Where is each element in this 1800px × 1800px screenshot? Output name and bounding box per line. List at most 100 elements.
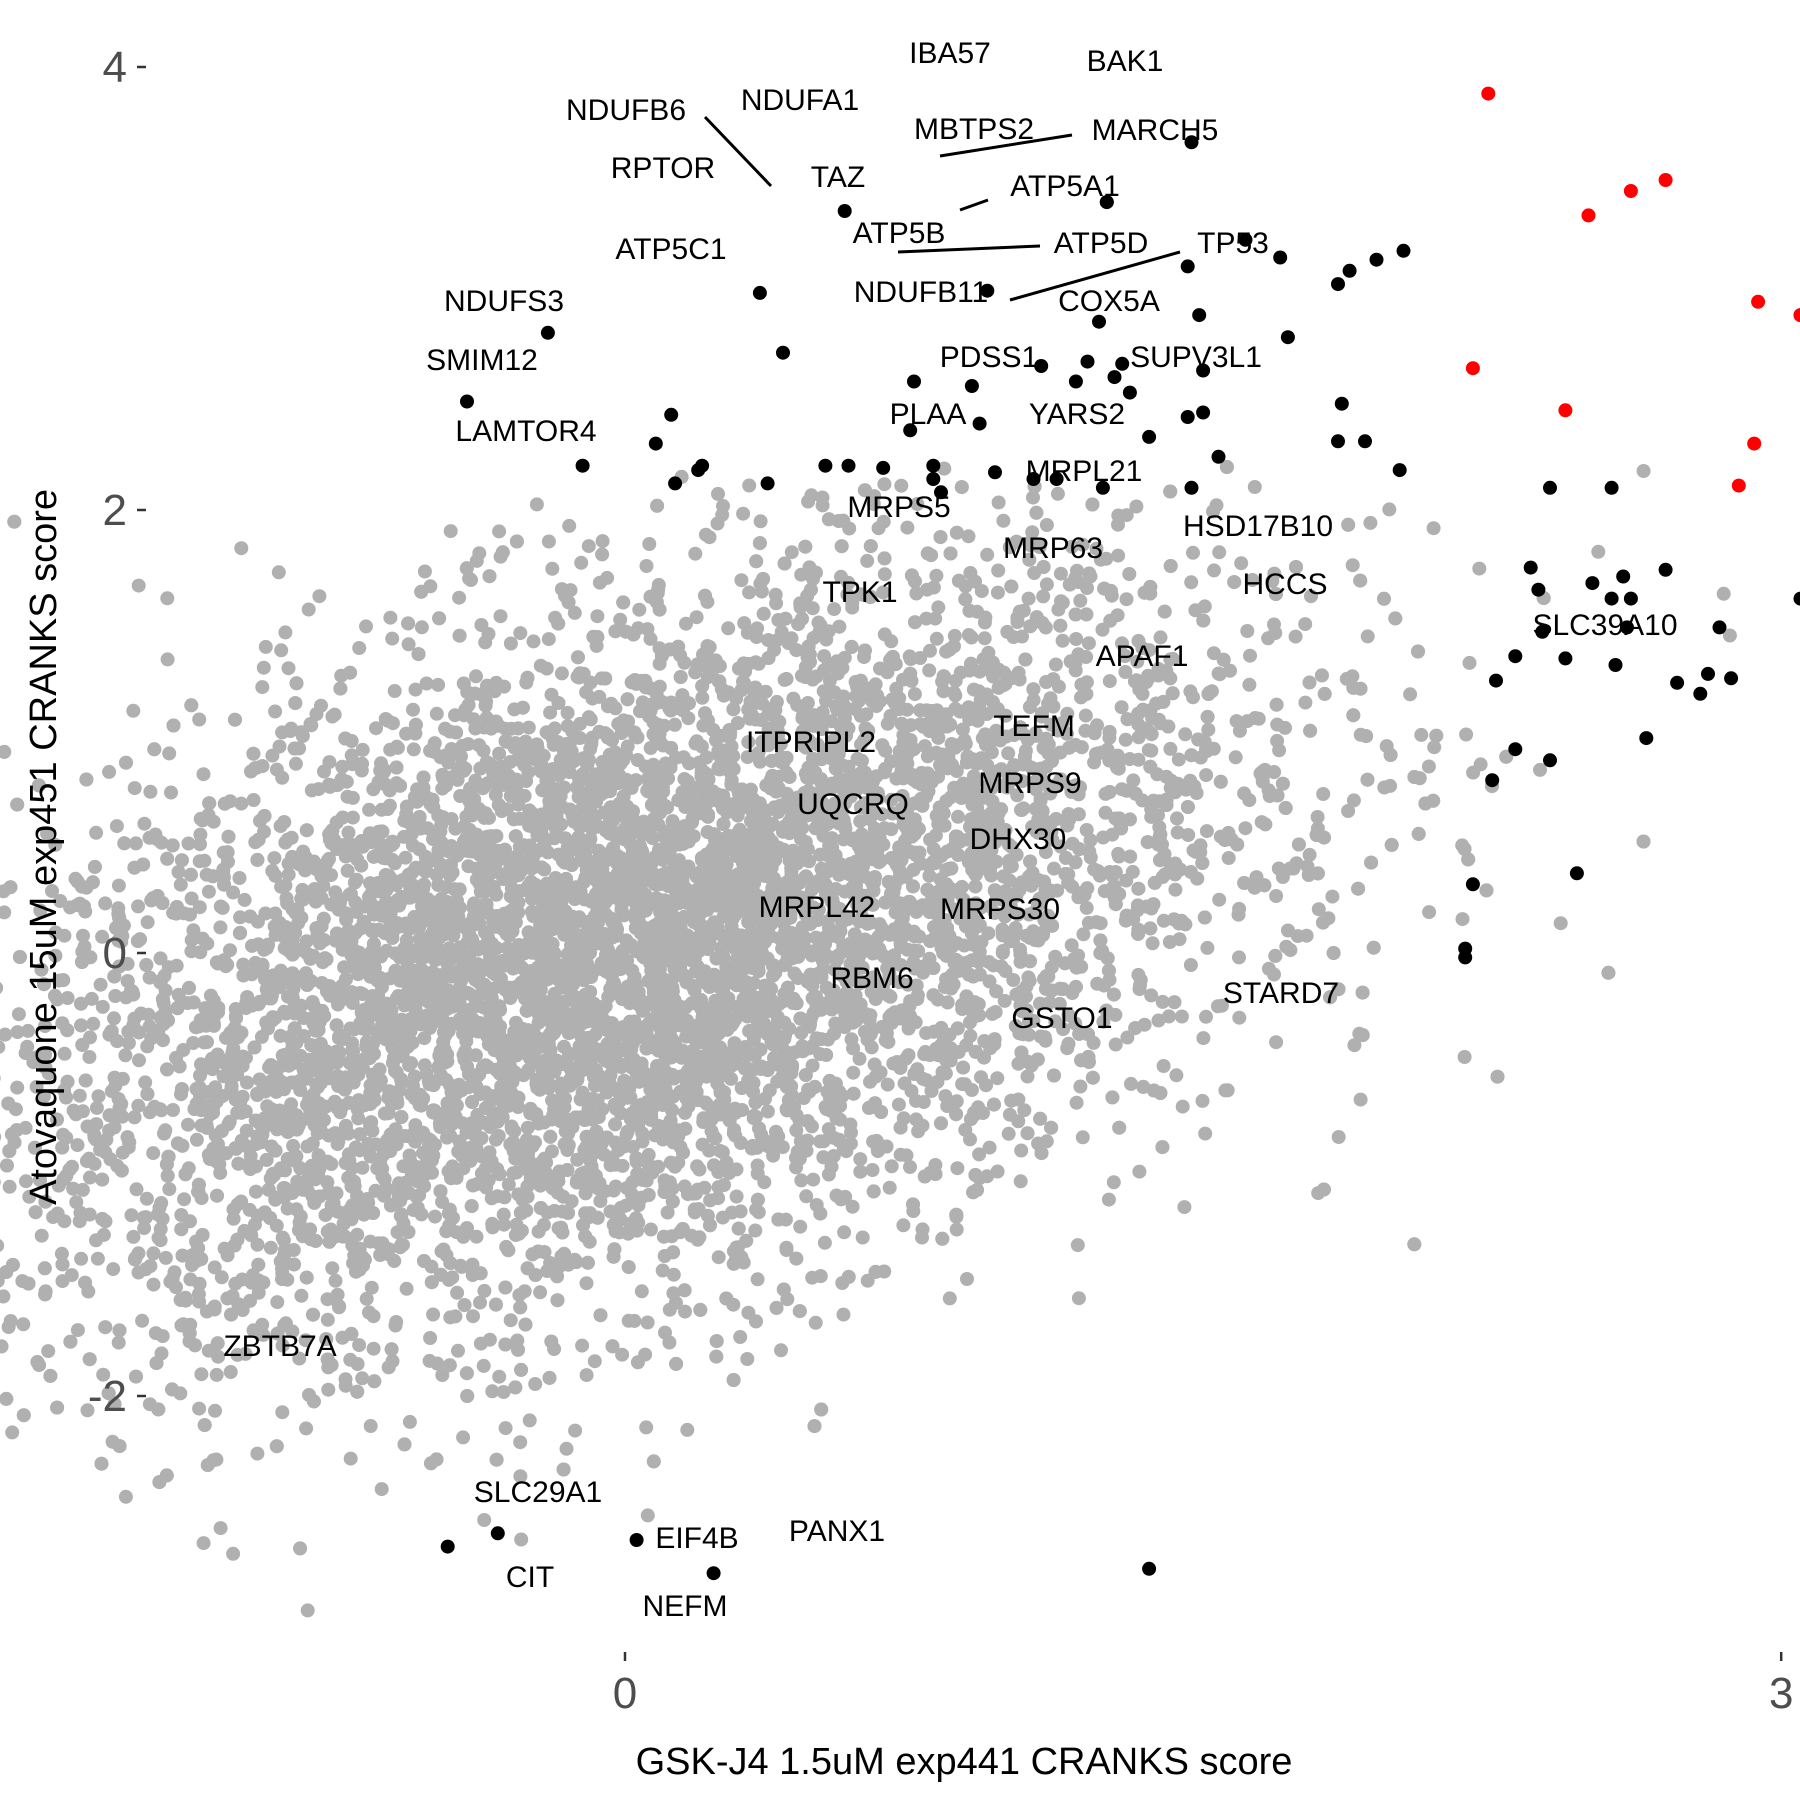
background-point (740, 1352, 755, 1366)
background-point (355, 1160, 370, 1175)
background-point (567, 605, 582, 620)
background-point (1073, 1079, 1088, 1094)
background-point (321, 1382, 336, 1397)
background-point (34, 962, 49, 977)
background-point (1064, 938, 1079, 953)
background-point (48, 837, 63, 852)
background-point (128, 836, 143, 851)
background-point (359, 1291, 374, 1306)
background-point (478, 635, 493, 650)
background-point (630, 1355, 645, 1370)
background-point (1206, 646, 1221, 661)
background-point (846, 1065, 861, 1080)
background-point (562, 518, 577, 533)
background-point (1132, 1164, 1147, 1179)
background-point (957, 733, 972, 748)
background-point (587, 1354, 602, 1369)
background-point (990, 1164, 1005, 1179)
background-point (177, 1192, 192, 1207)
background-point (196, 767, 211, 782)
background-point (135, 1313, 150, 1328)
background-point (880, 1077, 895, 1092)
background-point (916, 1095, 931, 1109)
background-point (160, 652, 175, 667)
background-point (0, 1133, 2, 1141)
background-point (275, 1405, 290, 1420)
background-point (278, 1316, 293, 1331)
background-point (642, 537, 657, 551)
background-point (545, 561, 560, 576)
background-point (98, 896, 113, 911)
background-point (1353, 1092, 1368, 1107)
background-point (298, 1333, 313, 1348)
background-point (1124, 1076, 1138, 1091)
background-point (960, 1272, 974, 1286)
background-point (155, 1211, 170, 1226)
background-point (1346, 793, 1361, 808)
background-point (485, 1384, 500, 1399)
background-point (374, 1482, 389, 1497)
background-point (41, 1344, 56, 1359)
background-point (1111, 548, 1126, 563)
background-point (1090, 718, 1104, 733)
background-point (1459, 727, 1474, 742)
background-point (132, 1053, 146, 1068)
background-point (893, 1147, 908, 1162)
background-point (402, 1058, 417, 1073)
background-point (755, 734, 770, 749)
background-point (246, 793, 261, 807)
background-point (501, 1177, 516, 1192)
background-point (60, 991, 75, 1005)
background-point (1145, 936, 1160, 951)
background-point (127, 781, 142, 796)
background-point (138, 1075, 153, 1090)
background-point (606, 813, 621, 828)
background-point (152, 1200, 167, 1215)
background-point (1199, 824, 1214, 839)
background-point (1153, 630, 1168, 645)
background-point (1069, 632, 1084, 646)
background-point (444, 857, 458, 872)
background-point (443, 524, 458, 539)
background-point (406, 702, 420, 717)
background-point (292, 1351, 307, 1366)
background-point (419, 676, 434, 691)
background-point (958, 1122, 973, 1137)
background-point (748, 1223, 763, 1238)
background-point (1298, 617, 1313, 632)
background-point (30, 1355, 45, 1369)
background-point (193, 827, 208, 842)
background-point (90, 1251, 105, 1266)
background-point (456, 1430, 471, 1445)
background-point (882, 1180, 897, 1195)
background-point (711, 486, 725, 501)
background-point (827, 602, 842, 617)
background-point (884, 792, 899, 807)
background-point (1010, 788, 1025, 803)
background-point (545, 1144, 559, 1159)
background-point (1298, 695, 1313, 710)
background-point (233, 910, 248, 925)
background-point (493, 609, 508, 624)
background-point (489, 1297, 503, 1312)
background-point (10, 1025, 25, 1040)
background-point (853, 1152, 868, 1167)
background-point (1070, 563, 1084, 578)
background-point (300, 1603, 315, 1618)
background-point (579, 1276, 594, 1291)
background-point (541, 726, 556, 741)
background-point (406, 742, 421, 757)
background-point (1111, 517, 1125, 532)
background-point (559, 1441, 574, 1456)
background-point (961, 529, 976, 544)
background-point (554, 666, 569, 681)
background-point (359, 619, 373, 634)
background-point (469, 1229, 484, 1244)
background-point (461, 737, 476, 752)
background-point (1039, 518, 1054, 532)
background-point (275, 1338, 290, 1353)
background-point (186, 1036, 201, 1050)
background-point (1089, 541, 1104, 556)
background-point (299, 1421, 314, 1436)
background-point (605, 1016, 619, 1031)
